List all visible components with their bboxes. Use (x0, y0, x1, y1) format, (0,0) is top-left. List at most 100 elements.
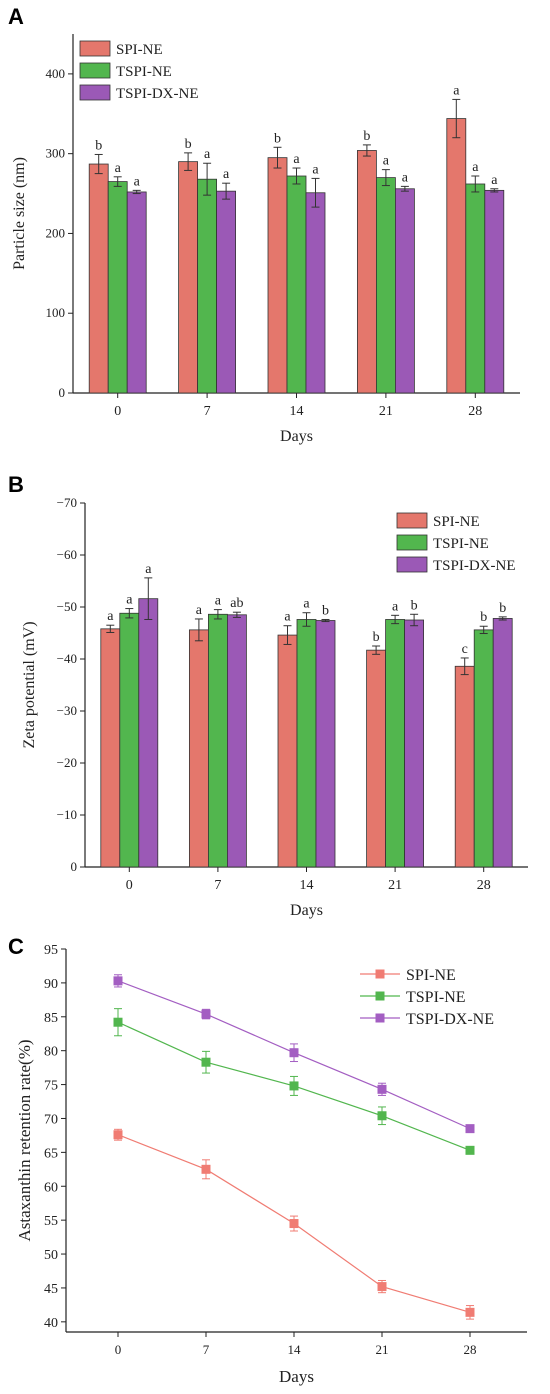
data-point (465, 1124, 475, 1134)
bar (226, 614, 247, 868)
data-point (113, 1017, 123, 1027)
bar (126, 191, 147, 394)
significance-letter: b (373, 630, 380, 645)
bar (138, 598, 159, 868)
legend-swatch (396, 534, 428, 551)
data-point (113, 1130, 123, 1140)
y-tick-label: −30 (57, 703, 77, 718)
y-axis-label: Particle size (nm) (11, 157, 28, 270)
data-point (465, 1145, 475, 1155)
x-tick-label: 28 (468, 404, 482, 419)
significance-letter: b (322, 603, 329, 618)
bar (267, 157, 288, 394)
y-tick-label: 300 (46, 146, 66, 161)
x-axis-label: Days (280, 428, 313, 445)
y-axis-label: Zeta potential (mV) (21, 621, 38, 748)
particle-size-bar-chart: 01002003004000baa7baa14baa21baa28aaaDays… (11, 34, 520, 445)
x-tick-label: 28 (464, 1342, 477, 1357)
bar (178, 161, 199, 394)
panel-a: A 0 100 200 300 400 0 b a a 7 b a a 14 b a a 21 b a a 28 a a a Da… (0, 0, 550, 460)
y-tick-label: −70 (57, 495, 77, 510)
legend-label: SPI-NE (116, 42, 163, 58)
y-tick-label: 50 (44, 1248, 58, 1263)
significance-letter: b (480, 610, 487, 625)
legend-marker (375, 969, 385, 979)
x-tick-label: 14 (290, 404, 304, 419)
y-tick-label: −40 (57, 651, 77, 666)
bar (473, 629, 494, 868)
significance-letter: c (462, 642, 468, 657)
y-tick-label: 0 (71, 859, 78, 874)
significance-letter: b (185, 137, 192, 152)
legend-label: TSPI-DX-NE (116, 86, 199, 102)
y-axis-label: Astaxanthin retention rate(%) (15, 1039, 34, 1241)
data-point (377, 1111, 387, 1121)
bar (446, 118, 467, 394)
y-tick-label: 80 (44, 1045, 58, 1060)
significance-letter: b (499, 601, 506, 616)
legend-label: SPI-NE (433, 514, 480, 530)
bar (375, 177, 396, 394)
x-tick-label: 7 (214, 878, 221, 893)
y-tick-label: 65 (44, 1146, 58, 1161)
bar (88, 163, 109, 394)
panel-b: B 0 −10 −20 −30 −40 −50 −60 −70 0 a a a 7 a a ab 14 a a b 21… (0, 460, 550, 920)
x-tick-label: 14 (300, 878, 314, 893)
y-tick-label: 400 (46, 66, 66, 81)
panel-letter-c: C (8, 934, 24, 959)
data-point (201, 1057, 211, 1067)
x-tick-label: 7 (203, 1342, 210, 1357)
significance-letter: a (223, 167, 230, 182)
bar (207, 613, 228, 868)
x-axis-label: Days (279, 1367, 314, 1386)
legend-label: TSPI-NE (116, 64, 172, 80)
bar (100, 628, 121, 868)
x-tick-label: 21 (376, 1342, 389, 1357)
bar (188, 629, 209, 868)
significance-letter: a (196, 603, 203, 618)
x-tick-label: 28 (477, 878, 491, 893)
panel-c: C 40 45 50 55 60 65 70 75 80 85 90 95 0 7 14 21 28 Days As… (0, 920, 550, 1394)
data-point (289, 1048, 299, 1058)
significance-letter: a (383, 154, 390, 169)
x-tick-label: 7 (204, 404, 211, 419)
bar (385, 619, 406, 868)
y-tick-label: 60 (44, 1180, 58, 1195)
y-tick-label: 40 (44, 1316, 58, 1331)
bar (286, 175, 307, 394)
significance-letter: a (303, 597, 310, 612)
x-tick-label: 21 (379, 404, 393, 419)
y-tick-label: 85 (44, 1011, 58, 1026)
significance-letter: a (115, 161, 122, 176)
legend-swatch (396, 512, 428, 529)
bar (315, 620, 336, 868)
significance-letter: a (491, 173, 498, 188)
y-tick-label: 75 (44, 1079, 58, 1094)
significance-letter: a (453, 83, 460, 98)
bar (197, 178, 218, 394)
legend-swatch (79, 84, 111, 101)
bar (465, 183, 486, 394)
y-tick-label: 0 (59, 385, 66, 400)
data-point (113, 976, 123, 986)
significance-letter: b (274, 131, 281, 146)
bar (305, 192, 326, 394)
panel-letter-b: B (8, 472, 24, 497)
y-tick-label: 100 (46, 305, 66, 320)
legend-label: TSPI-NE (433, 536, 489, 552)
bar (296, 619, 317, 868)
panel-letter-a: A (8, 4, 24, 29)
y-tick-label: 45 (44, 1282, 58, 1297)
significance-letter: a (284, 610, 291, 625)
x-tick-label: 14 (288, 1342, 302, 1357)
y-tick-label: −60 (57, 547, 77, 562)
data-point (465, 1307, 475, 1317)
x-tick-label: 0 (115, 1342, 122, 1357)
legend-swatch (396, 556, 428, 573)
astaxanthin-retention-line-chart: 40 45 50 55 60 65 70 75 80 85 90 95 0 7 14 21 28 Days Asta… (15, 943, 527, 1386)
significance-letter: b (95, 138, 102, 153)
y-tick-label: −10 (57, 807, 77, 822)
significance-letter: a (107, 609, 114, 624)
significance-letter: b (363, 129, 370, 144)
